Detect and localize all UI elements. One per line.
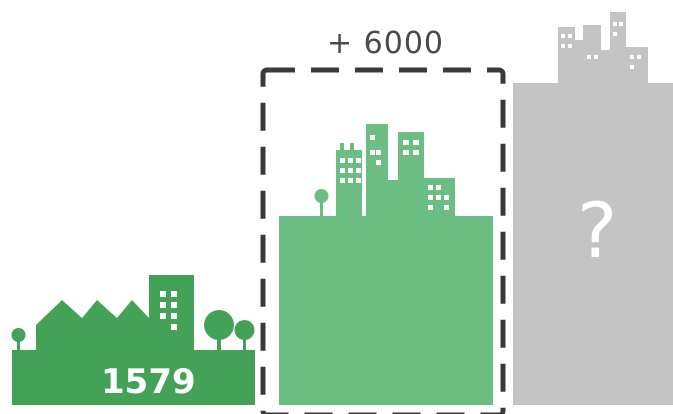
city-windows <box>340 135 449 210</box>
building-icon <box>610 12 626 83</box>
gray-windows <box>561 22 641 69</box>
building-icon <box>398 132 424 218</box>
tree-icon <box>11 328 26 352</box>
building-icon <box>558 27 575 83</box>
increase-dashed-frame <box>260 67 506 414</box>
unknown-value-label: ? <box>577 186 618 275</box>
building-icon <box>382 180 398 218</box>
building-icon <box>626 47 648 83</box>
unknown-bar <box>513 83 673 405</box>
building-windows <box>160 291 177 330</box>
building-icon <box>575 40 585 83</box>
unknown-city-group <box>513 12 673 405</box>
base-value-label: 1579 <box>101 362 196 402</box>
growth-bar <box>279 216 493 405</box>
building-icon <box>600 50 612 83</box>
tree-icon <box>314 189 329 218</box>
factory-icon <box>36 300 149 352</box>
tree-icon <box>204 310 234 352</box>
growth-city-group <box>279 124 493 405</box>
tree-icon <box>234 320 255 352</box>
increase-label: + 6000 <box>327 26 445 61</box>
base-town-group <box>11 275 255 405</box>
building-icon <box>583 25 601 83</box>
base-bar <box>12 350 255 405</box>
